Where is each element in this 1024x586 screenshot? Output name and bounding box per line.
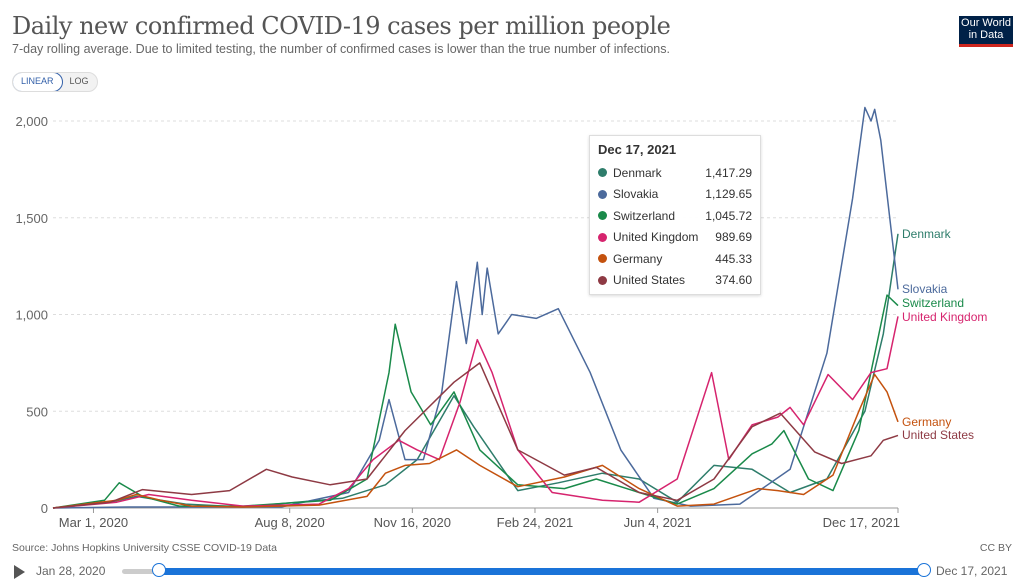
y-tick-label: 500 — [26, 404, 48, 419]
x-tick-label: Jun 4, 2021 — [624, 515, 692, 530]
tooltip-value: 445.33 — [715, 251, 752, 266]
linear-scale-button[interactable]: LINEAR — [12, 73, 63, 91]
end-label-germany[interactable]: Germany — [902, 415, 951, 429]
line-chart[interactable]: 0 500 1,000 1,500 2,000 Mar 1, 2020 Aug 8, 20… — [0, 0, 1024, 540]
tooltip-country: Germany — [613, 251, 663, 266]
play-icon[interactable] — [14, 565, 25, 579]
tooltip-value: 374.60 — [715, 273, 752, 288]
y-axis-ticks: 0 500 1,000 1,500 2,000 — [15, 114, 48, 516]
end-label-denmark[interactable]: Denmark — [902, 227, 952, 241]
timeline-selected-range — [158, 568, 924, 575]
series-line-slovakia[interactable] — [52, 106, 899, 509]
gridlines — [53, 120, 898, 509]
tooltip-country: United States — [613, 273, 686, 288]
y-tick-label: 1,000 — [15, 308, 48, 323]
legend-dot-icon — [598, 211, 607, 221]
y-tick-label: 2,000 — [15, 114, 48, 129]
y-tick-label: 0 — [41, 501, 48, 516]
series-line-united-kingdom[interactable] — [52, 316, 899, 509]
end-label-slovakia[interactable]: Slovakia — [902, 282, 948, 296]
tooltip-country: Denmark — [613, 165, 662, 180]
legend-dot-icon — [598, 168, 607, 178]
series-line-united-states[interactable] — [52, 362, 899, 509]
x-tick-label: Nov 16, 2020 — [374, 515, 451, 530]
tooltip-row: Germany 445.33 — [598, 248, 752, 270]
end-label-switzerland[interactable]: Switzerland — [902, 296, 964, 310]
tooltip-country: Slovakia — [613, 187, 659, 202]
end-label-united-kingdom[interactable]: United Kingdom — [902, 310, 987, 324]
legend-dot-icon — [598, 232, 607, 242]
hover-tooltip: Dec 17, 2021 Denmark 1,417.29 Slovakia 1,12… — [589, 135, 761, 295]
tooltip-row: Denmark 1,417.29 — [598, 162, 752, 184]
timeline-start-date: Jan 28, 2020 — [36, 564, 106, 578]
timeline-start-handle[interactable] — [152, 563, 166, 577]
chart-title: Daily new confirmed COVID-19 cases per m… — [12, 12, 671, 40]
tooltip-date: Dec 17, 2021 — [598, 142, 677, 157]
y-tick-label: 1,500 — [15, 211, 48, 226]
tooltip-row: United Kingdom 989.69 — [598, 227, 752, 249]
tooltip-value: 989.69 — [715, 230, 752, 245]
owid-logo[interactable]: Our World in Data — [959, 16, 1013, 47]
tooltip-value: 1,129.65 — [705, 187, 752, 202]
timeline-end-handle[interactable] — [917, 563, 931, 577]
tooltip-country: Switzerland — [613, 208, 676, 223]
end-label-united-states[interactable]: United States — [902, 428, 974, 442]
legend-dot-icon — [598, 189, 607, 199]
x-tick-label: Feb 24, 2021 — [497, 515, 574, 530]
tooltip-value: 1,417.29 — [705, 165, 752, 180]
x-tick-label: Mar 1, 2020 — [59, 515, 128, 530]
scale-toggle: LINEAR LOG — [12, 72, 98, 92]
tooltip-country: United Kingdom — [613, 230, 699, 245]
timeline-slider: Jan 28, 2020 Dec 17, 2021 — [0, 560, 1024, 584]
logo-line-1: Our World — [961, 17, 1011, 29]
x-tick-label: Dec 17, 2021 — [823, 515, 900, 530]
x-tick-label: Aug 8, 2020 — [255, 515, 325, 530]
tooltip-value: 1,045.72 — [705, 208, 752, 223]
x-axis-ticks: Mar 1, 2020 Aug 8, 2020 Nov 16, 2020 Feb 24… — [59, 508, 900, 530]
chart-subtitle: 7-day rolling average. Due to limited te… — [12, 42, 670, 56]
series-line-switzerland[interactable] — [52, 294, 899, 509]
tooltip-row: United States 374.60 — [598, 270, 752, 292]
tooltip-row: Slovakia 1,129.65 — [598, 184, 752, 206]
log-scale-button[interactable]: LOG — [69, 76, 89, 86]
license-label[interactable]: CC BY — [979, 542, 1012, 554]
series-lines — [52, 106, 899, 509]
logo-line-2: in Data — [968, 29, 1004, 41]
legend-dot-icon — [598, 275, 607, 285]
timeline-end-date: Dec 17, 2021 — [936, 564, 1008, 578]
legend-dot-icon — [598, 254, 607, 264]
series-line-germany[interactable] — [52, 373, 899, 509]
tooltip-row: Switzerland 1,045.72 — [598, 205, 752, 227]
source-note[interactable]: Source: Johns Hopkins University CSSE CO… — [12, 542, 277, 554]
